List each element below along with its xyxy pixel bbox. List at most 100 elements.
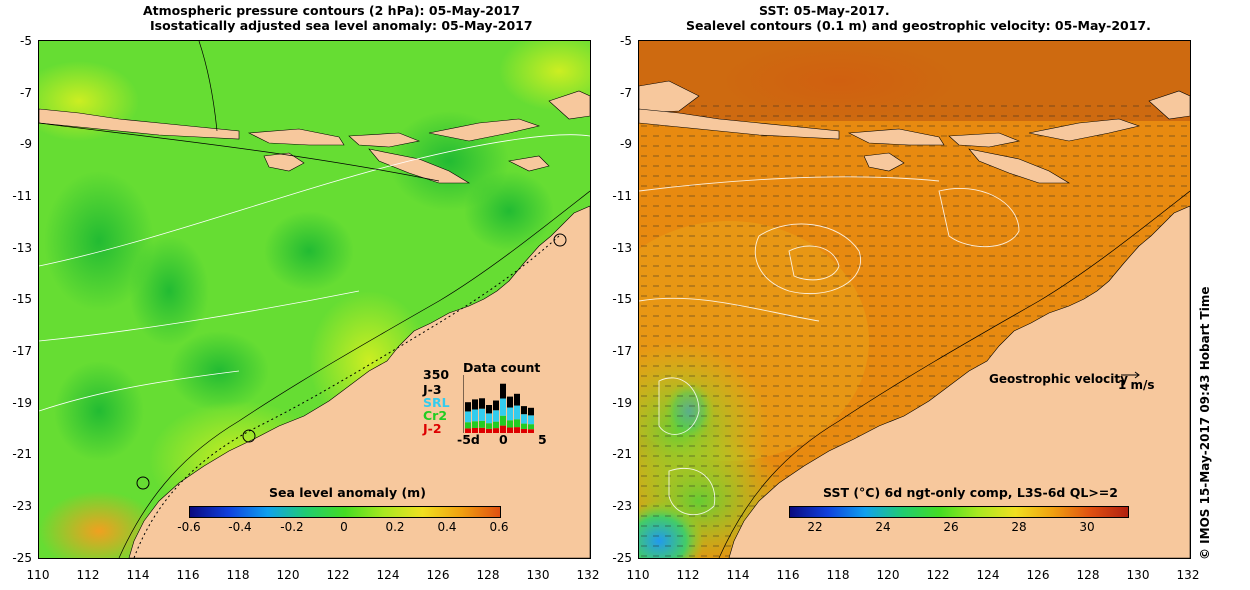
pressure-contours: [39, 134, 590, 412]
x-tick-label: 130: [1126, 568, 1150, 582]
y-tick-label: -7: [20, 86, 32, 100]
x-tick-label: 116: [176, 568, 200, 582]
x-tick-label: 126: [1026, 568, 1050, 582]
sla-colorbar-label: 0.4: [437, 520, 457, 534]
y-tick-label: -21: [12, 447, 32, 461]
y-tick-label: -25: [612, 551, 632, 565]
sla-map-panel[interactable]: Sea level anomaly (m) -0.6 -0.4 -0.2 0 0…: [38, 40, 591, 559]
data-count-bar: [465, 411, 471, 423]
x-tick-label: 112: [76, 568, 100, 582]
data-count-bar: [500, 425, 506, 433]
data-count-bar: [472, 427, 478, 433]
y-tick-label: -11: [12, 189, 32, 203]
y-tick-label: -19: [612, 396, 632, 410]
y-tick-label: -7: [620, 86, 632, 100]
data-count-bar: [493, 400, 499, 411]
x-tick-label: 118: [826, 568, 850, 582]
data-count-bar: [514, 419, 520, 428]
legend-j3: J-3: [423, 382, 442, 397]
y-tick-label: -25: [12, 551, 32, 565]
y-tick-label: -9: [620, 137, 632, 151]
sla-colorbar-label: -0.6: [177, 520, 201, 534]
data-count-bar: [472, 399, 478, 410]
x-tick-label: 128: [476, 568, 500, 582]
x-tick-label: 110: [26, 568, 50, 582]
y-tick-label: -9: [20, 137, 32, 151]
y-tick-label: -17: [12, 344, 32, 358]
y-tick-label: -13: [12, 241, 32, 255]
x-tick-label: 114: [126, 568, 150, 582]
australia-landmass: [128, 205, 590, 558]
australia-landmass-sst: [728, 205, 1190, 558]
data-count-bar: [507, 420, 513, 428]
y-tick-label: -23: [612, 499, 632, 513]
data-count-bar: [514, 405, 520, 420]
right-title-line2: Sealevel contours (0.1 m) and geostrophi…: [686, 18, 1151, 33]
x-tick-label: 122: [326, 568, 350, 582]
y-tick-label: -21: [612, 447, 632, 461]
velocity-scale-label: 1 m/s: [1118, 378, 1155, 392]
y-tick-label: -11: [612, 189, 632, 203]
x-tick-label: 114: [726, 568, 750, 582]
data-count-bar: [465, 422, 471, 429]
coast-dotted-line: [133, 235, 560, 558]
sst-colorbar-label: 30: [1079, 520, 1095, 534]
sst-colorbar-title: SST (°C) 6d ngt-only comp, L3S-6d QL>=2: [823, 485, 1118, 500]
data-count-bar: [507, 407, 513, 421]
data-count-bar: [528, 407, 534, 416]
legend-cr2: Cr2: [423, 408, 448, 423]
x-tick-label: 118: [226, 568, 250, 582]
y-tick-label: -17: [612, 344, 632, 358]
data-count-bar: [493, 410, 499, 422]
data-count-bar: [528, 424, 534, 430]
sst-map-panel[interactable]: Geostrophic velocity 1 m/s SST (°C) 6d n…: [638, 40, 1191, 559]
y-tick-label: -13: [612, 241, 632, 255]
bathymetry-contour-sst: [718, 190, 1190, 558]
imos-credit-footer: © IMOS 15-May-2017 09:43 Hobart Time: [1198, 286, 1212, 560]
x-tick-label: 110: [626, 568, 650, 582]
data-count-bar: [500, 398, 506, 416]
data-count-bar: [479, 427, 485, 433]
data-count-bar: [500, 415, 506, 426]
right-title-line1: SST: 05-May-2017.: [759, 3, 890, 18]
legend-j2: J-2: [423, 421, 442, 436]
sla-colorbar: [189, 506, 501, 518]
data-count-bar: [472, 421, 478, 428]
data-count-bar: [465, 428, 471, 433]
y-tick-label: -23: [12, 499, 32, 513]
x-tick-label: 128: [1076, 568, 1100, 582]
data-count-bar: [528, 415, 534, 425]
data-count-bar: [486, 413, 492, 424]
sst-colorbar-label: 26: [943, 520, 959, 534]
x-tick-label: 126: [426, 568, 450, 582]
bathymetry-contour: [39, 41, 590, 558]
sla-colorbar-label: -0.4: [228, 520, 252, 534]
x-tick-label: 132: [576, 568, 600, 582]
data-count-bar: [514, 427, 520, 433]
geostrophic-velocity-label: Geostrophic velocity: [989, 372, 1128, 386]
data-count-bar: [528, 429, 534, 433]
x-tick-label: 112: [676, 568, 700, 582]
data-count-bar: [472, 409, 478, 422]
velocity-scale-arrow: [1121, 371, 1140, 379]
y-tick-label: -15: [612, 292, 632, 306]
data-count-bar: [465, 402, 471, 412]
x-tick-label: 124: [376, 568, 400, 582]
x-tick-label: 120: [876, 568, 900, 582]
y-tick-label: -15: [12, 292, 32, 306]
data-count-bar: [486, 405, 492, 414]
data-count-bar: [507, 427, 513, 433]
x-tick-label: 116: [776, 568, 800, 582]
sla-colorbar-title: Sea level anomaly (m): [269, 485, 426, 500]
data-count-bar: [521, 414, 527, 424]
sst-colorbar-label: 22: [807, 520, 823, 534]
track-markers: [136, 233, 567, 490]
data-count-xtick: 0: [499, 432, 508, 447]
data-count-histogram: [463, 375, 534, 433]
x-tick-label: 122: [926, 568, 950, 582]
data-count-bar: [521, 406, 527, 415]
data-count-bar: [500, 383, 506, 399]
data-count-xtick: 5: [538, 432, 547, 447]
left-title-line1: Atmospheric pressure contours (2 hPa): 0…: [143, 3, 521, 18]
sst-colorbar-label: 28: [1011, 520, 1027, 534]
